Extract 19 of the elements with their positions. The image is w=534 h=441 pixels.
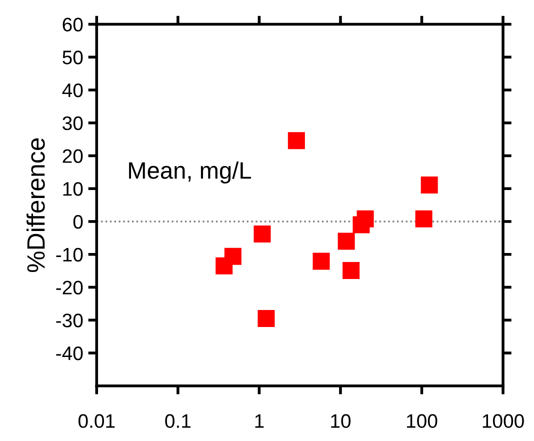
x-tick-label: 0.1 bbox=[165, 414, 190, 428]
y-tick-label: 30 bbox=[62, 116, 83, 130]
y-tick-label: 20 bbox=[62, 149, 83, 163]
x-tick-label: 1 bbox=[255, 414, 264, 428]
annotation: Mean, mg/L bbox=[129, 162, 252, 184]
y-tick-label: 40 bbox=[62, 83, 83, 98]
y-tick-label: 0 bbox=[73, 214, 83, 229]
y-tick-label: 10 bbox=[63, 182, 83, 196]
y-axis-title: %Difference bbox=[26, 138, 45, 272]
y-tick-label: -20 bbox=[56, 280, 83, 294]
y-tick-label: -30 bbox=[56, 314, 83, 328]
x-tick-label: 1000 bbox=[482, 414, 524, 428]
y-tick-label: -10 bbox=[56, 248, 83, 262]
y-tick-label: -40 bbox=[56, 346, 83, 360]
y-tick-label: 60 bbox=[62, 18, 83, 32]
x-tick-label: 0.01 bbox=[78, 414, 115, 428]
y-tick-label: 50 bbox=[62, 50, 83, 64]
x-tick-label: 10 bbox=[331, 414, 351, 428]
x-tick-label: 100 bbox=[407, 414, 438, 428]
